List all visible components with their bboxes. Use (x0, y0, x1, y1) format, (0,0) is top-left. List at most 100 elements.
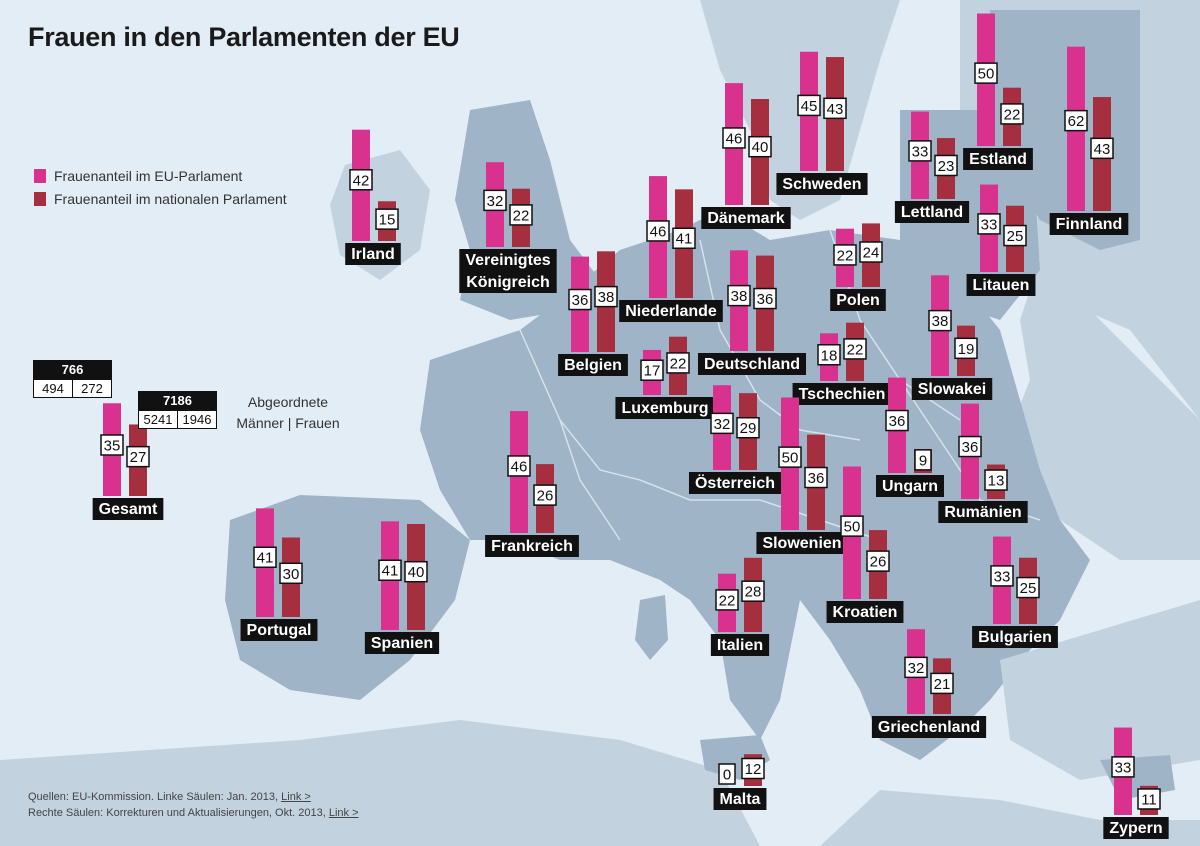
country-label-bg-tschechien (792, 383, 892, 405)
country-label-bg-schweden (776, 173, 868, 195)
country-label-gesamt: Gesamt (99, 501, 158, 518)
country-group-deutschland: 38 36 Deutschland (697, 250, 807, 375)
value-national-slowakei-box (954, 337, 978, 360)
country-label-bg-spanien (364, 632, 440, 654)
country-label-griechenland: Griechenland (878, 719, 980, 736)
value-national-spanien: 40 (408, 564, 425, 581)
value-eu-vereinigtes-koenigreich-box (483, 189, 507, 212)
country-label-bg-daenemark (701, 207, 791, 229)
value-national-polen: 24 (863, 245, 880, 262)
country-label-bg-kroatien (826, 601, 904, 623)
value-national-irland-box (375, 208, 399, 230)
value-eu-rumaenien-box (958, 435, 982, 458)
legend-label-national: Frauenanteil im nationalen Parlament (54, 190, 287, 207)
legend-label-eu: Frauenanteil im EU-Parlament (54, 167, 243, 184)
value-eu-gesamt-box (100, 434, 124, 456)
country-group-griechenland: 32 21 Griechenland (871, 629, 987, 738)
totals-caption-line1: Abgeordnete (247, 394, 329, 410)
country-group-frankreich: 46 26 Frankreich (485, 411, 579, 557)
value-national-schweden-box (823, 97, 847, 120)
value-national-estland-box (1000, 103, 1024, 125)
country-label-bg-slowenien (756, 532, 848, 554)
value-eu-irland: 42 (353, 172, 370, 189)
sources-line-1: Quellen: EU-Kommission. Linke Säulen: Ja… (28, 789, 359, 805)
country-group-ungarn: 36 9 Ungarn (876, 377, 944, 497)
country-label-bg-oesterreich (688, 472, 782, 494)
country-group-slowakei: 38 19 Slowakei (911, 275, 993, 400)
value-national-niederlande: 41 (676, 231, 693, 248)
value-national-finnland: 43 (1094, 141, 1111, 158)
sources-text-2: Rechte Säulen: Korrekturen und Aktualisi… (28, 807, 326, 819)
value-eu-slowakei-box (928, 309, 952, 332)
country-label-bg-polen (830, 289, 886, 311)
value-eu-frankreich: 46 (511, 458, 528, 475)
value-national-vereinigtes-koenigreich-box (509, 204, 533, 226)
value-eu-daenemark-box (722, 127, 746, 149)
value-national-italien-box (741, 580, 765, 602)
country-label-tschechien: Tschechien (799, 386, 886, 403)
country-group-belgien: 36 38 Belgien (558, 251, 628, 376)
value-national-daenemark-box (748, 135, 772, 158)
country-label-niederlande: Niederlande (625, 303, 717, 320)
value-national-slowenien-box (804, 466, 828, 489)
value-national-frankreich: 26 (537, 488, 554, 505)
country-label-bg-italien (710, 634, 770, 656)
value-eu-kroatien: 50 (844, 519, 861, 536)
value-national-luxemburg: 22 (670, 355, 687, 372)
value-national-oesterreich-box (736, 416, 760, 439)
value-national-spanien-box (404, 560, 428, 583)
value-eu-daenemark: 46 (726, 130, 743, 147)
value-national-belgien-box (594, 285, 618, 308)
value-eu-griechenland: 32 (908, 660, 925, 677)
country-group-litauen: 33 25 Litauen (966, 184, 1036, 296)
value-eu-estland-box (974, 62, 998, 84)
country-label-oesterreich: Österreich (695, 473, 775, 492)
country-group-zypern: 33 11 Zypern (1103, 727, 1169, 839)
value-eu-slowenien-box (778, 446, 802, 468)
value-national-vereinigtes-koenigreich: 22 (513, 207, 530, 224)
country-label-litauen: Litauen (973, 277, 1030, 294)
country-group-rumaenien: 36 13 Rumänien (938, 403, 1028, 523)
value-national-malta: 12 (745, 761, 762, 778)
country-label-bg-portugal (240, 619, 318, 641)
value-national-kroatien-box (866, 550, 890, 572)
value-eu-belgien: 36 (572, 292, 589, 309)
value-eu-niederlande: 46 (650, 223, 667, 240)
sources-link-2[interactable]: Link > (328, 807, 359, 819)
sources-link-1[interactable]: Link > (281, 791, 311, 803)
country-group-portugal: 41 30 Portugal (240, 508, 318, 641)
value-eu-deutschland-box (727, 284, 751, 307)
country-group-spanien: 41 40 Spanien (364, 521, 440, 654)
value-eu-finnland-box (1064, 109, 1088, 132)
value-eu-portugal-box (253, 546, 277, 568)
value-eu-deutschland: 38 (731, 288, 748, 305)
country-label-ungarn: Ungarn (882, 478, 938, 495)
country-label-bulgarien: Bulgarien (978, 629, 1052, 646)
country-label-bg-litauen (966, 274, 1036, 296)
value-eu-niederlande-box (646, 220, 670, 242)
value-eu-ungarn: 36 (889, 413, 906, 430)
country-group-finnland: 62 43 Finnland (1049, 46, 1129, 235)
value-national-belgien: 38 (598, 289, 615, 306)
country-label-zypern: Zypern (1109, 820, 1162, 837)
country-label-bg-luxemburg (615, 397, 715, 419)
value-national-kroatien: 26 (870, 554, 887, 571)
value-national-bulgarien: 25 (1020, 580, 1037, 597)
value-national-irland: 15 (379, 212, 396, 229)
country-label-bg-gesamt (92, 498, 164, 520)
country-group-luxemburg: 17 22 Luxemburg (615, 336, 715, 419)
value-national-lettland-box (934, 154, 958, 177)
value-eu-luxemburg: 17 (644, 363, 661, 380)
national-total-women: 1946 (178, 410, 217, 429)
value-eu-polen-box (833, 244, 857, 266)
value-eu-vereinigtes-koenigreich: 32 (487, 193, 504, 210)
country-group-italien: 22 28 Italien (710, 557, 770, 656)
country-label-bg-deutschland (697, 353, 807, 375)
national-total-men: 5241 (138, 410, 178, 429)
value-eu-oesterreich-box (710, 412, 734, 435)
eu-total-women: 272 (73, 379, 112, 398)
value-eu-luxemburg-box (640, 359, 664, 381)
value-national-slowenien: 36 (808, 470, 825, 487)
country-label-bg-bulgarien (972, 626, 1058, 648)
country-label-vereinigtes-koenigreich: Königreich (466, 274, 550, 291)
